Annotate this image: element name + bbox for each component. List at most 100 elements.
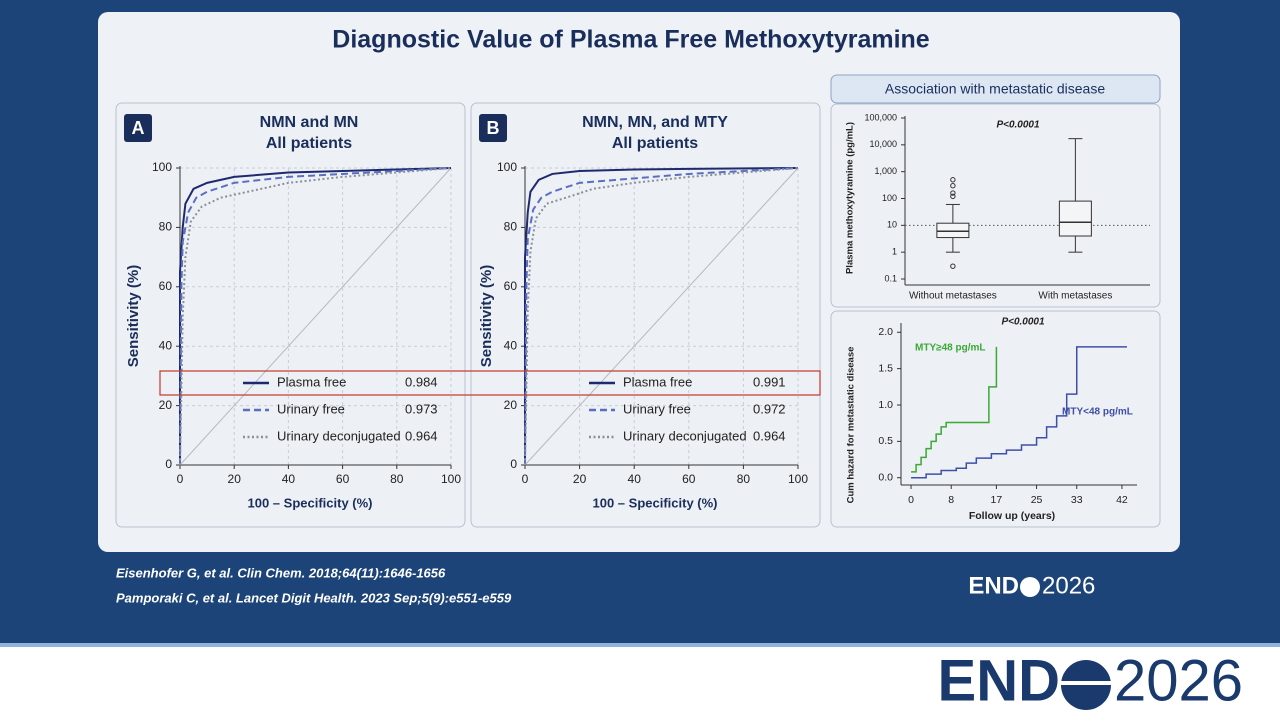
x-tick-label: 42	[1116, 494, 1128, 506]
x-tick-label: 40	[628, 472, 642, 486]
logo-text: END	[968, 572, 1019, 599]
y-tick-label: 100	[497, 160, 517, 174]
outlier	[950, 263, 956, 269]
logo-large: END 2026	[938, 648, 1244, 713]
legend-value: 0.972	[753, 401, 786, 416]
legend-value: 0.964	[405, 428, 438, 443]
x-tick-label: 20	[573, 472, 587, 486]
y-tick-label: 20	[504, 398, 518, 412]
legend-label: Urinary free	[277, 401, 345, 416]
x-tick-label: With metastases	[1038, 291, 1112, 302]
y-axis-label: Sensitivity (%)	[478, 265, 495, 368]
y-axis-label: Sensitivity (%)	[125, 265, 142, 368]
y-tick-label: 80	[159, 220, 173, 234]
panel	[470, 102, 821, 528]
reference-diagonal	[179, 167, 452, 466]
y-tick-label: 1.5	[878, 362, 893, 374]
series-label: MTY<48 pg/mL	[1062, 407, 1133, 418]
legend-value: 0.964	[753, 428, 786, 443]
y-axis-label: Cum hazard for metastatic disease	[846, 347, 857, 504]
y-tick-label: 0.1	[884, 273, 897, 283]
series-label: MTY≥48 pg/mL	[915, 343, 986, 354]
reference-diagonal	[524, 167, 799, 466]
y-tick-label: 80	[504, 220, 518, 234]
panel	[830, 103, 1161, 308]
outlier	[950, 193, 956, 200]
y-tick-label: 1.0	[878, 399, 893, 411]
series-line	[524, 167, 799, 465]
y-tick-label: 40	[159, 338, 173, 352]
y-tick-label: 1,000	[874, 166, 897, 176]
x-tick-label: 33	[1071, 494, 1083, 506]
series-line	[911, 346, 998, 473]
outlier	[950, 177, 956, 183]
legend-label: Plasma free	[277, 374, 346, 389]
series-line	[524, 167, 799, 466]
y-tick-label: 20	[159, 398, 173, 412]
logo-small: END 2026	[968, 572, 1095, 599]
y-tick-label: 0.5	[878, 435, 893, 447]
x-tick-label: 100	[441, 472, 461, 486]
x-axis-label: 100 – Specificity (%)	[248, 495, 373, 510]
divider	[0, 643, 1280, 647]
legend-value: 0.973	[405, 401, 438, 416]
logo-text: 2026	[1042, 572, 1095, 599]
citation: Eisenhofer G, et al. Clin Chem. 2018;64(…	[116, 565, 446, 580]
y-tick-label: 100	[152, 160, 172, 174]
x-tick-label: 25	[1031, 494, 1043, 506]
logo-mark	[1020, 577, 1040, 597]
logo-text: 2026	[1114, 648, 1243, 713]
panel-badge	[479, 114, 507, 142]
x-tick-label: 80	[737, 472, 751, 486]
highlight	[159, 370, 821, 396]
x-tick-label: 0	[522, 472, 529, 486]
box	[936, 222, 970, 239]
panel-letter: A	[132, 118, 145, 138]
series-line	[911, 346, 1127, 479]
x-tick-label: 100	[788, 472, 808, 486]
x-tick-label: 17	[991, 494, 1003, 506]
y-tick-label: 60	[504, 279, 518, 293]
panel-header	[830, 74, 1161, 104]
x-tick-label: 80	[390, 472, 404, 486]
side-heading: Association with metastatic disease	[885, 81, 1105, 97]
outlier	[950, 182, 956, 189]
x-tick-label: 8	[948, 494, 954, 506]
series-line	[524, 167, 799, 466]
y-tick-label: 0	[510, 457, 517, 471]
x-tick-label: 60	[336, 472, 350, 486]
legend-value: 0.991	[753, 374, 786, 389]
slide-title: Diagnostic Value of Plasma Free Methoxyt…	[332, 26, 930, 54]
legend-label: Plasma free	[623, 374, 692, 389]
x-axis-label: Follow up (years)	[969, 510, 1055, 522]
x-tick-label: Without metastases	[909, 291, 997, 302]
y-axis-label: Plasma methoxytyramine (pg/mL)	[845, 122, 856, 274]
panel-badge	[124, 114, 152, 142]
logo-text: END	[938, 648, 1060, 713]
x-axis-label: 100 – Specificity (%)	[593, 495, 718, 510]
legend-label: Urinary deconjugated	[277, 428, 401, 443]
chart-title: NMN, MN, and MTY	[582, 114, 728, 131]
y-tick-label: 0	[165, 457, 172, 471]
y-tick-label: 100,000	[864, 112, 897, 122]
y-tick-label: 10,000	[869, 139, 897, 149]
chart-title: NMN and MN	[260, 114, 359, 131]
x-tick-label: 0	[177, 472, 184, 486]
logo-stripe	[1060, 681, 1112, 685]
annotation: P<0.0001	[996, 120, 1040, 131]
y-tick-label: 0.0	[878, 472, 893, 484]
y-tick-label: 10	[887, 220, 897, 230]
x-tick-label: 0	[908, 494, 914, 506]
chart-subtitle: All patients	[266, 135, 352, 152]
box	[1058, 200, 1092, 237]
x-tick-label: 20	[228, 472, 242, 486]
panel-letter: B	[487, 118, 500, 138]
legend-label: Urinary free	[623, 401, 691, 416]
y-tick-label: 40	[504, 338, 518, 352]
x-tick-label: 40	[282, 472, 296, 486]
charts: A NMN and MN All patients Sensitivity (%) 10…	[124, 112, 1150, 522]
y-tick-label: 100	[882, 193, 897, 203]
y-tick-label: 2.0	[878, 326, 893, 338]
